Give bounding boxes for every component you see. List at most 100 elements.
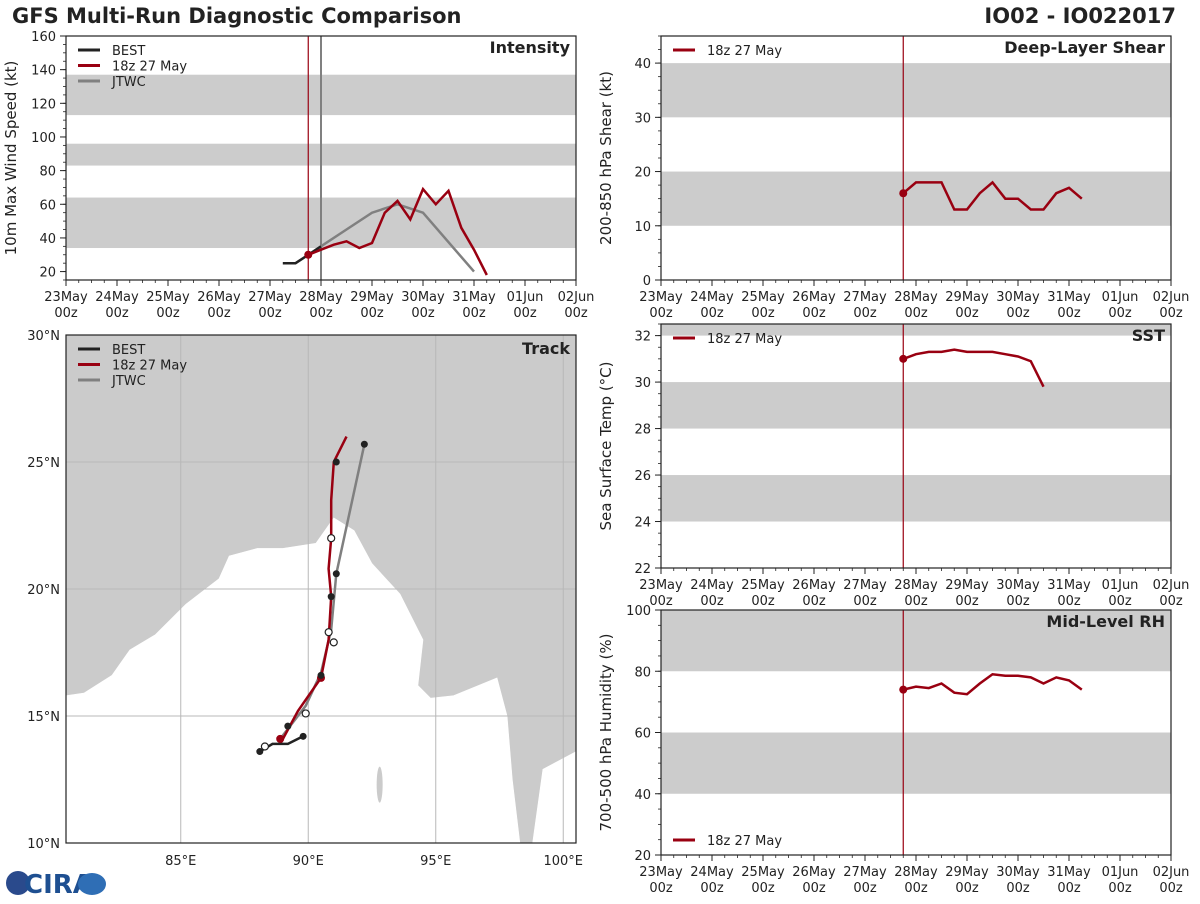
x-tick-label-hour: 00z [700,594,724,609]
y-tick-label: 22 [634,562,651,577]
y-tick-label: 10 [634,220,651,235]
x-tick-label-day: 01Jun [1102,578,1139,593]
panel-title: Track [522,339,570,358]
shaded-band [661,475,1171,522]
x-tick-label-day: 26May [792,290,836,305]
x-tick-label-hour: 00z [1159,881,1183,896]
x-tick-label-day: 27May [843,865,887,880]
x-tick-label-day: 29May [945,290,989,305]
legend-label: 18z 27 May [707,834,782,849]
panel-title: Intensity [490,38,571,57]
y-tick-label: 20 [634,166,651,181]
track-open-point [327,534,336,543]
x-tick-label-day: 30May [401,290,445,305]
y-tick-label: 24 [634,516,651,531]
x-tick-label-hour: 00z [700,306,724,321]
x-tick-label-hour: 00z [1108,306,1132,321]
page-title: GFS Multi-Run Diagnostic Comparison [12,4,462,28]
x-tick-label-day: 24May [95,290,139,305]
satellite-icon [78,873,106,895]
x-tick-label-hour: 00z [802,594,826,609]
y-tick-label: 160 [31,30,56,45]
map-frame [65,334,577,844]
x-tick-label-day: 28May [299,290,343,305]
x-tick-label-day: 31May [1047,578,1091,593]
x-tick-label-day: 26May [792,578,836,593]
x-tick-label-hour: 00z [853,881,877,896]
storm-id: IO02 - IO022017 [984,4,1176,28]
x-tick-label-hour: 00z [258,306,282,321]
x-tick-label-hour: 00z [1108,594,1132,609]
x-tick-label-day: 02Jun [1153,290,1190,305]
x-tick-label-day: 28May [894,865,938,880]
best-intensity-line [282,245,322,265]
y-tick-label: 20 [634,849,651,864]
panel-title: SST [1132,326,1165,345]
y-axis-label: 200-850 hPa Shear (kt) [597,71,615,245]
x-tick-label-day: 27May [248,290,292,305]
x-tick-label-day: 25May [741,865,785,880]
x-tick-label-day: 25May [741,290,785,305]
y-tick-label: 30 [634,376,651,391]
x-tick-label-day: 26May [197,290,241,305]
legend-label: BEST [112,44,145,59]
x-tick-label-hour: 00z [853,306,877,321]
x-tick-label-day: 28May [894,578,938,593]
x-tick-label-day: 23May [639,290,683,305]
shear-panel: 01020304023May00z24May00z25May00z26May00… [597,35,1190,321]
run-shear-line [902,180,1083,211]
plot-frame [660,35,1172,281]
run-start-point [304,250,313,259]
legend-label: JTWC [111,374,146,389]
andaman-islands [376,766,383,803]
x-tick-label-day: 24May [690,865,734,880]
x-tick-label-hour: 00z [904,306,928,321]
best-track-point [332,570,340,578]
legend-label: 18z 27 May [707,332,782,347]
x-tick-label-hour: 00z [1006,306,1030,321]
shaded-band [661,171,1171,226]
legend-label: 18z 27 May [707,44,782,59]
run-start-point [899,685,908,694]
x-tick-label-hour: 00z [904,881,928,896]
shaded-band [661,732,1171,794]
x-tick-label-hour: 00z [1159,594,1183,609]
x-tick-label-hour: 00z [54,306,78,321]
panel-title: Deep-Layer Shear [1004,38,1165,57]
lat-tick-label: 30°N [27,329,60,344]
lon-tick-label: 100°E [543,854,583,869]
x-tick-label-hour: 00z [853,594,877,609]
x-tick-label-hour: 00z [360,306,384,321]
lon-tick-label: 95°E [420,854,451,869]
best-track-point [256,748,264,756]
run-track-point [276,734,285,743]
sst-panel: 22242628303223May00z24May00z25May00z26Ma… [597,323,1190,609]
x-tick-label-day: 26May [792,865,836,880]
x-tick-label-hour: 00z [751,881,775,896]
x-tick-label-day: 30May [996,865,1040,880]
x-tick-label-hour: 00z [1057,881,1081,896]
x-tick-label-hour: 00z [649,306,673,321]
globe-icon [6,871,30,895]
legend-label: BEST [112,343,145,358]
x-tick-label-day: 02Jun [558,290,595,305]
x-tick-label-hour: 00z [649,594,673,609]
legend-label: 18z 27 May [112,60,187,75]
x-tick-label-hour: 00z [105,306,129,321]
x-tick-label-day: 24May [690,290,734,305]
x-tick-label-day: 28May [894,290,938,305]
run-start-point [899,354,908,363]
x-tick-label-day: 01Jun [1102,865,1139,880]
y-tick-label: 28 [634,423,651,438]
shaded-band [661,324,1171,336]
x-tick-label-hour: 00z [955,594,979,609]
lon-tick-label: 85°E [165,854,196,869]
x-tick-label-hour: 00z [1159,306,1183,321]
track-open-point [329,638,338,647]
x-tick-label-day: 31May [452,290,496,305]
best-track-point [360,440,368,448]
track-open-point [260,742,269,751]
x-tick-label-day: 02Jun [1153,578,1190,593]
x-tick-label-hour: 00z [1006,594,1030,609]
